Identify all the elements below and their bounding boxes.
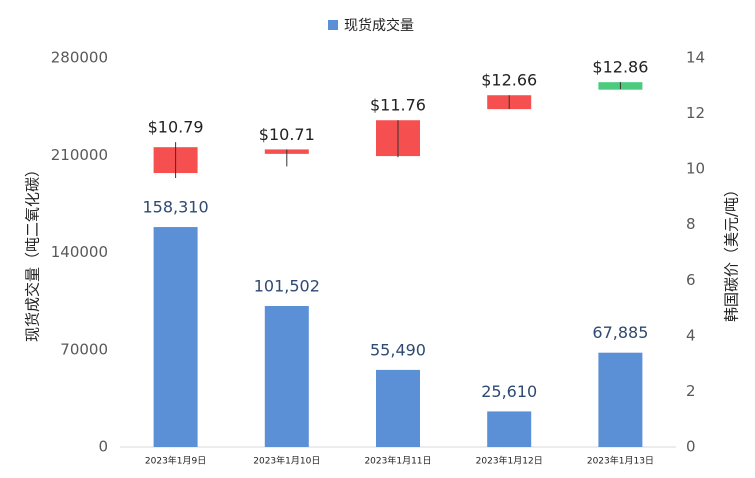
y2-tick-label: 2: [686, 382, 696, 400]
data-label: $11.76: [370, 96, 426, 115]
y2-tick-label: 12: [686, 104, 705, 122]
x-tick-label: 2023年1月11日: [364, 455, 431, 467]
y2-tick-label: 6: [686, 271, 696, 289]
y2-axis-title: 韩国碳价（美元/吨）: [723, 182, 741, 322]
y-axis-title: 现货成交量（吨二氧化碳）: [24, 162, 42, 342]
legend-swatch: [328, 20, 338, 30]
y-tick-label: 0: [98, 438, 108, 456]
bar: [153, 227, 198, 447]
data-label: 158,310: [143, 198, 209, 217]
bar: [487, 411, 532, 447]
x-tick-label: 2023年1月13日: [587, 455, 654, 467]
x-tick-label: 2023年1月10日: [253, 455, 320, 467]
bar: [376, 369, 420, 447]
y2-tick-label: 8: [686, 215, 696, 233]
y-tick-label: 70000: [60, 340, 108, 358]
data-label: 55,490: [370, 340, 426, 359]
x-tick-label: 2023年1月12日: [476, 455, 543, 467]
y-tick-label: 140000: [51, 243, 108, 261]
data-label: 101,502: [254, 276, 320, 295]
y2-tick-label: 10: [686, 160, 705, 178]
y2-tick-label: 14: [686, 49, 705, 67]
data-label: $12.86: [592, 58, 648, 77]
data-label: 67,885: [592, 323, 648, 342]
bar: [598, 352, 643, 447]
y2-tick-label: 0: [686, 438, 696, 456]
bar: [264, 305, 309, 447]
data-label: $10.71: [259, 125, 315, 144]
data-label: $10.79: [148, 118, 204, 137]
data-label: 25,610: [481, 382, 537, 401]
legend-label: 现货成交量: [344, 17, 414, 34]
y-tick-label: 210000: [51, 146, 108, 164]
y2-tick-label: 4: [686, 326, 696, 344]
y-tick-label: 280000: [51, 49, 108, 67]
x-tick-label: 2023年1月9日: [145, 455, 206, 467]
data-label: $12.66: [481, 71, 537, 90]
